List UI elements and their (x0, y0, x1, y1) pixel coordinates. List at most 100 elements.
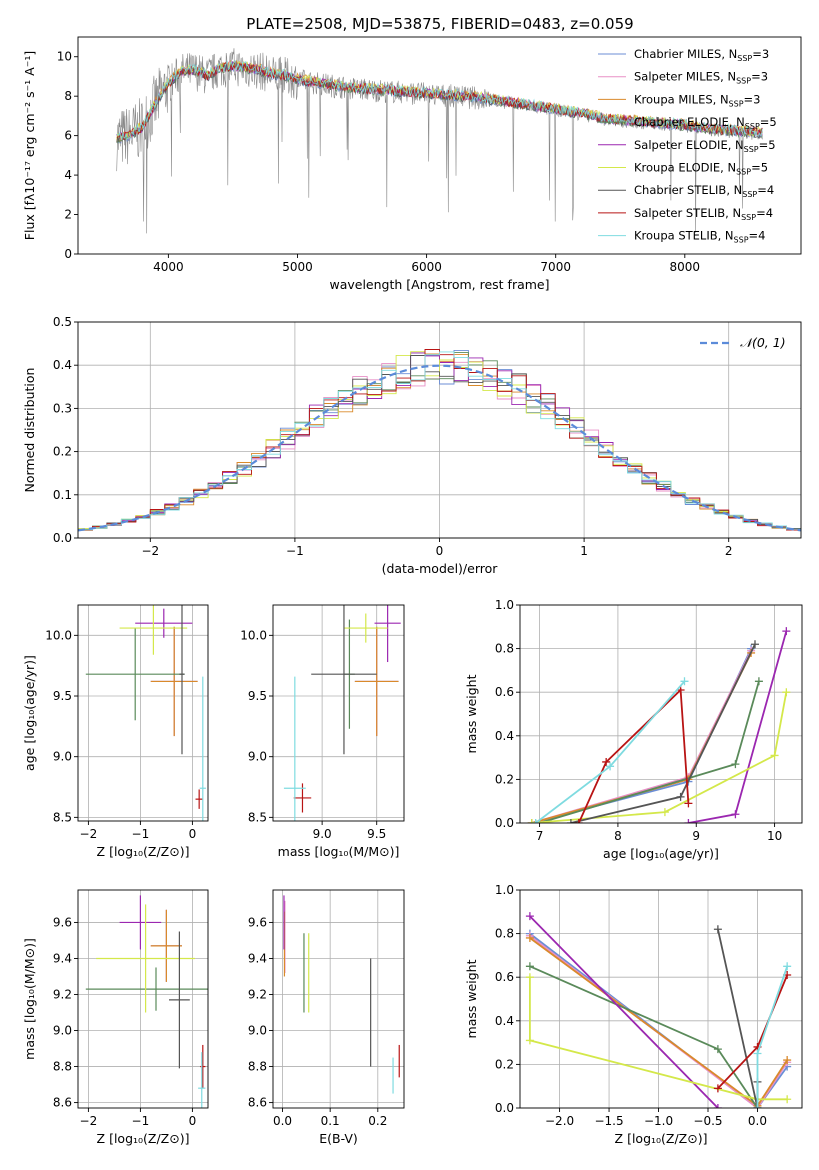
y-tick-label: 0.6 (495, 970, 514, 984)
y-tick-label: 0.0 (495, 1101, 514, 1115)
weight-marker (713, 1084, 722, 1093)
x-tick-label: −1 (132, 1114, 150, 1128)
weight-marker (783, 962, 792, 971)
legend-entry: Chabrier MILES, NSSP=3 (634, 47, 769, 63)
legend-nssp: =4 (749, 229, 766, 243)
x-axis-label: Z [log₁₀(Z/Z⊙)] (97, 1131, 190, 1146)
x-tick-label: 0 (189, 827, 197, 841)
y-axis-label: mass weight (464, 674, 479, 753)
x-axis-label: Z [log₁₀(Z/Z⊙)] (97, 844, 190, 859)
legend-nssp: =4 (756, 206, 773, 220)
y-tick-label: 9.4 (248, 951, 267, 965)
weight-marker (783, 1095, 792, 1104)
axes-frame (519, 604, 803, 824)
y-tick-label: 8.8 (248, 1060, 267, 1074)
legend-nssp: =5 (759, 138, 776, 152)
y-tick-label: 8.5 (248, 810, 267, 824)
axes-age-vs-z: −2 −1 0 8.5 9.0 9.5 10.0 Z [log₁₀(Z/Z⊙)] age [lo… (22, 604, 209, 859)
panel-age-vs-mass: 9.0 9.5 8.5 9.0 9.5 10.0 mass [log₁₀(M/M⊙)] (240, 604, 405, 859)
weight-marker (680, 677, 689, 686)
axes-spectrum: 4000 5000 6000 7000 8000 0 2 4 6 8 10 wavelength [A… (22, 36, 802, 292)
errorbar-point-7 (195, 789, 203, 809)
x-axis-label: Z [log₁₀(Z/Z⊙)] (615, 1131, 708, 1146)
x-tick-label: 6000 (411, 260, 442, 274)
y-tick-label: 8.6 (248, 1096, 267, 1110)
x-tick-label: 0.2 (368, 1114, 387, 1128)
errorbar-point-3 (85, 967, 208, 1011)
x-tick-label: 0 (189, 1114, 197, 1128)
x-axis-label: E(B-V) (319, 1131, 358, 1146)
axes-mass-vs-ebv: 0.0 0.1 0.2 8.6 8.8 9.0 9.2 9.4 9.6 E(B-V) (248, 889, 405, 1146)
weight-marker (731, 760, 740, 769)
legend-subscript: SSP (736, 168, 751, 177)
axes-mass-weight-vs-age: 7 8 9 10 0.0 0.2 0.4 0.6 0.8 1.0 age [log₁₀(age/yr… (464, 598, 803, 861)
weight-marker (731, 810, 740, 819)
weight-marker (525, 973, 534, 982)
y-tick-label: 9.0 (53, 1024, 72, 1038)
errorbar-point-5 (343, 613, 388, 643)
axes-frame (272, 604, 405, 822)
x-tick-label: 8 (614, 829, 622, 843)
plot-area-spectrum (116, 48, 763, 234)
errorbar-point-7 (200, 1044, 206, 1089)
plot-area-mass-weight-vs-z (525, 912, 792, 1108)
errorbar-point-4 (119, 895, 162, 950)
y-tick-label: 0.2 (495, 772, 514, 786)
x-tick-label: −0.5 (693, 1114, 722, 1128)
legend-subscript: SSP (736, 77, 751, 86)
panel-mass-weight-vs-age: 7 8 9 10 0.0 0.2 0.4 0.6 0.8 1.0 age [log₁₀(age/yr… (464, 598, 803, 861)
x-tick-label: −1 (286, 544, 304, 558)
weight-marker (751, 640, 759, 649)
y-tick-label: 9.4 (53, 951, 72, 965)
errorbar-point-8 (198, 1052, 206, 1108)
errorbar-point-4 (135, 608, 193, 638)
weight-marker (676, 792, 685, 801)
weight-marker (684, 799, 693, 808)
weight-marker (713, 1104, 722, 1108)
y-tick-label: 2 (64, 208, 72, 222)
weight-line-5 (529, 977, 788, 1101)
weight-marker (525, 1036, 534, 1045)
x-tick-label: −2.0 (545, 1114, 574, 1128)
y-tick-label: 0.0 (53, 531, 72, 545)
x-tick-label: 9 (692, 829, 700, 843)
y-tick-label: 8 (64, 89, 72, 103)
x-axis-label: mass [log₁₀(M/M⊙)] (278, 844, 400, 859)
legend-subscript: SSP (737, 54, 752, 63)
x-tick-label: 7000 (540, 260, 571, 274)
y-tick-label: 10.0 (240, 628, 267, 642)
y-tick-label: 0 (64, 247, 72, 261)
legend-entry: Salpeter MILES, NSSP=3 (634, 70, 768, 86)
y-tick-label: 0.4 (53, 358, 72, 372)
y-tick-label: 0.4 (495, 729, 514, 743)
x-tick-label: 0.0 (748, 1114, 767, 1128)
legend-subscript: SSP (729, 99, 744, 108)
y-tick-label: 8.5 (53, 810, 72, 824)
plot-area-mass-weight-vs-age (527, 627, 791, 823)
legend-subscript: SSP (734, 236, 749, 245)
y-tick-label: 9.6 (53, 915, 72, 929)
errorbar-point-2 (150, 909, 182, 982)
spectrum-legend: Chabrier MILES, NSSP=3 Salpeter MILES, NS… (598, 47, 777, 245)
errorbar-point-4 (374, 605, 401, 663)
axes-frame (77, 604, 209, 822)
legend-nssp: =4 (757, 183, 774, 197)
legend-entry: 𝒩(0, 1) (740, 335, 786, 350)
legend-nssp: =3 (751, 70, 768, 84)
legend-nssp: =5 (751, 161, 768, 175)
weight-marker (753, 1104, 762, 1108)
weight-marker (525, 912, 534, 921)
legend-nssp: =5 (760, 115, 777, 129)
weight-marker (660, 808, 669, 817)
y-axis-label: mass [log₁₀(M/M⊙)] (22, 938, 37, 1060)
y-tick-label: 0.0 (495, 816, 514, 830)
weight-marker (525, 962, 534, 971)
axes-mass-vs-z: −2 −1 0 8.6 8.8 9.0 9.2 9.4 9.6 Z [log₁₀(Z/Z⊙)] ma… (22, 889, 209, 1146)
y-tick-label: 10 (57, 50, 72, 64)
panel-age-vs-z: −2 −1 0 8.5 9.0 9.5 10.0 Z [log₁₀(Z/Z⊙)] age [lo… (22, 604, 209, 859)
y-axis-label: age [log₁₀(age/yr)] (22, 655, 37, 771)
weight-marker (770, 751, 779, 760)
